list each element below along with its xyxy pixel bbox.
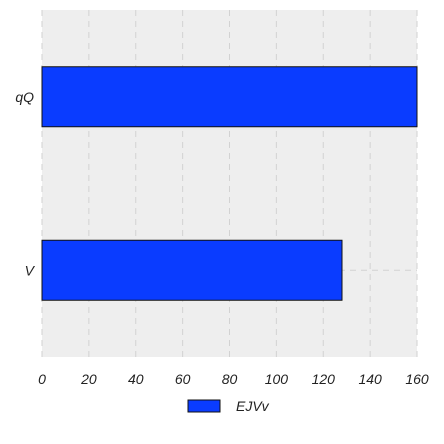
x-tick-label: 160 (405, 371, 429, 387)
y-tick-label: qQ (15, 89, 34, 105)
bar-qQ (41, 66, 418, 128)
plot-area (42, 10, 417, 357)
x-tick-label: 40 (128, 371, 144, 387)
legend-label: EJVv (236, 398, 270, 414)
x-tick-label: 0 (38, 371, 46, 387)
x-tick-label: 140 (358, 371, 382, 387)
x-tick-label: 120 (312, 371, 336, 387)
legend: EJVv (187, 398, 270, 414)
y-tick-label: V (25, 262, 36, 278)
x-tick-label: 20 (80, 371, 97, 387)
bar-V (41, 239, 343, 301)
x-tick-label: 80 (222, 371, 238, 387)
x-tick-labels: 0 20 40 60 80 100 120 140 160 (38, 371, 429, 387)
x-tick-label: 60 (175, 371, 191, 387)
legend-swatch (187, 399, 221, 413)
bars (41, 66, 418, 301)
x-tick-label: 100 (265, 371, 289, 387)
y-tick-labels: VqQ (15, 89, 35, 279)
